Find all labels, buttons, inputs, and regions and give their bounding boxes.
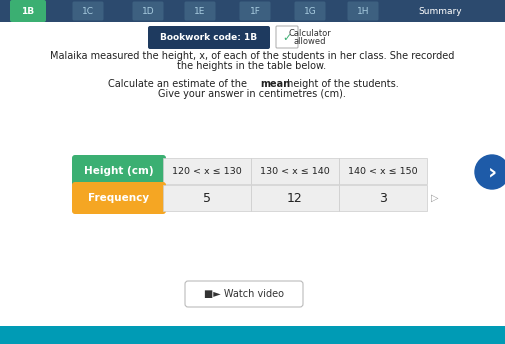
- FancyBboxPatch shape: [294, 1, 326, 21]
- Text: 140 < x ≤ 150: 140 < x ≤ 150: [348, 166, 418, 175]
- Bar: [163, 185, 251, 211]
- Bar: [0, 22, 505, 326]
- Text: 1F: 1F: [249, 7, 261, 15]
- Text: Bookwork code: 1B: Bookwork code: 1B: [161, 33, 258, 42]
- FancyBboxPatch shape: [184, 1, 216, 21]
- Text: ✓: ✓: [282, 33, 292, 43]
- Text: 1G: 1G: [304, 7, 316, 15]
- FancyBboxPatch shape: [425, 1, 456, 21]
- Text: height of the students.: height of the students.: [284, 79, 399, 89]
- Text: Frequency: Frequency: [88, 193, 149, 203]
- Text: 12: 12: [287, 192, 303, 204]
- Bar: [163, 158, 251, 184]
- FancyBboxPatch shape: [10, 0, 46, 22]
- Text: allowed: allowed: [294, 36, 326, 45]
- Bar: [0, 326, 505, 344]
- Bar: [0, 0, 505, 22]
- FancyBboxPatch shape: [239, 1, 271, 21]
- FancyBboxPatch shape: [185, 281, 303, 307]
- Bar: [339, 158, 427, 184]
- Bar: [339, 185, 427, 211]
- Text: Height (cm): Height (cm): [84, 166, 154, 176]
- Text: Give your answer in centimetres (cm).: Give your answer in centimetres (cm).: [158, 89, 346, 99]
- Text: 120 < x ≤ 130: 120 < x ≤ 130: [172, 166, 242, 175]
- FancyBboxPatch shape: [347, 1, 379, 21]
- Text: Calculator: Calculator: [289, 29, 331, 37]
- FancyBboxPatch shape: [73, 1, 104, 21]
- Circle shape: [475, 155, 505, 189]
- FancyBboxPatch shape: [72, 182, 166, 214]
- Text: Calculate an estimate of the: Calculate an estimate of the: [108, 79, 250, 89]
- Text: ■► Watch video: ■► Watch video: [204, 289, 284, 299]
- Text: 1D: 1D: [142, 7, 155, 15]
- Text: 1B: 1B: [21, 7, 34, 15]
- Text: ▷: ▷: [431, 193, 439, 203]
- FancyBboxPatch shape: [148, 26, 270, 49]
- Text: 1C: 1C: [82, 7, 94, 15]
- Text: 3: 3: [379, 192, 387, 204]
- Bar: [251, 185, 339, 211]
- Text: 1H: 1H: [357, 7, 369, 15]
- FancyBboxPatch shape: [72, 155, 166, 187]
- Text: 130 < x ≤ 140: 130 < x ≤ 140: [260, 166, 330, 175]
- Text: the heights in the table below.: the heights in the table below.: [177, 61, 327, 71]
- FancyBboxPatch shape: [132, 1, 164, 21]
- Text: ›: ›: [487, 162, 496, 182]
- Text: mean: mean: [260, 79, 290, 89]
- Bar: [251, 158, 339, 184]
- Text: Summary: Summary: [418, 7, 462, 15]
- Text: 5: 5: [203, 192, 211, 204]
- FancyBboxPatch shape: [276, 26, 298, 48]
- Text: 1E: 1E: [194, 7, 206, 15]
- Text: Malaika measured the height, x, of each of the students in her class. She record: Malaika measured the height, x, of each …: [50, 51, 454, 61]
